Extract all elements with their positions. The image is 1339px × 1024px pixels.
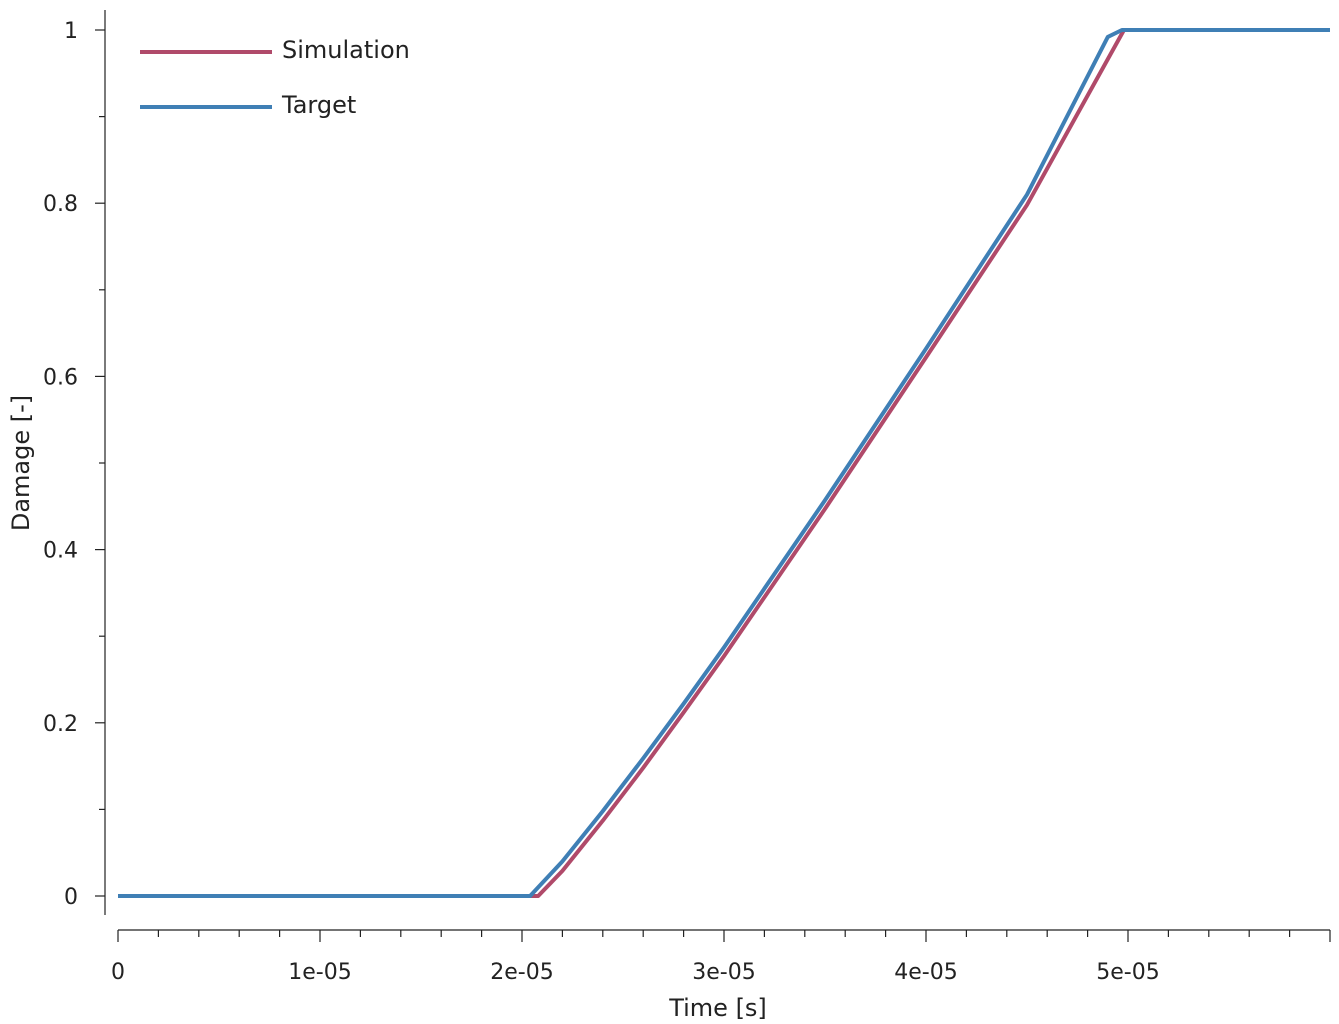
x-tick-label: 1e-05 (288, 960, 351, 985)
y-tick-label: 0.6 (43, 365, 78, 390)
x-tick-label: 4e-05 (894, 960, 957, 985)
plot-lines (118, 28, 1330, 898)
series-line-simulation (118, 28, 1330, 898)
y-ticks: 0 0.2 0.4 0.6 0.8 1 (43, 19, 105, 910)
x-axis: 0 1e-05 2e-05 3e-05 4e-05 5e-05 (111, 929, 1331, 985)
x-tick-label: 3e-05 (692, 960, 755, 985)
y-tick-label: 0.8 (43, 192, 78, 217)
x-tick-label: 5e-05 (1096, 960, 1159, 985)
y-tick-label: 0 (64, 885, 78, 910)
y-tick-label: 0.2 (43, 712, 78, 737)
legend-label-target: Target (281, 91, 356, 119)
x-ticks: 0 1e-05 2e-05 3e-05 4e-05 5e-05 (111, 930, 1331, 985)
legend: Simulation Target (140, 36, 410, 119)
y-tick-label: 0.4 (43, 539, 78, 564)
x-axis-label: Time [s] (668, 994, 767, 1022)
y-axis-label: Damage [-] (7, 395, 35, 531)
legend-label-simulation: Simulation (282, 36, 410, 64)
series-line-target (118, 28, 1330, 898)
x-tick-label: 0 (111, 960, 125, 985)
x-tick-label: 2e-05 (490, 960, 553, 985)
y-axis: 0 0.2 0.4 0.6 0.8 1 (43, 10, 106, 915)
y-tick-label: 1 (64, 19, 78, 44)
